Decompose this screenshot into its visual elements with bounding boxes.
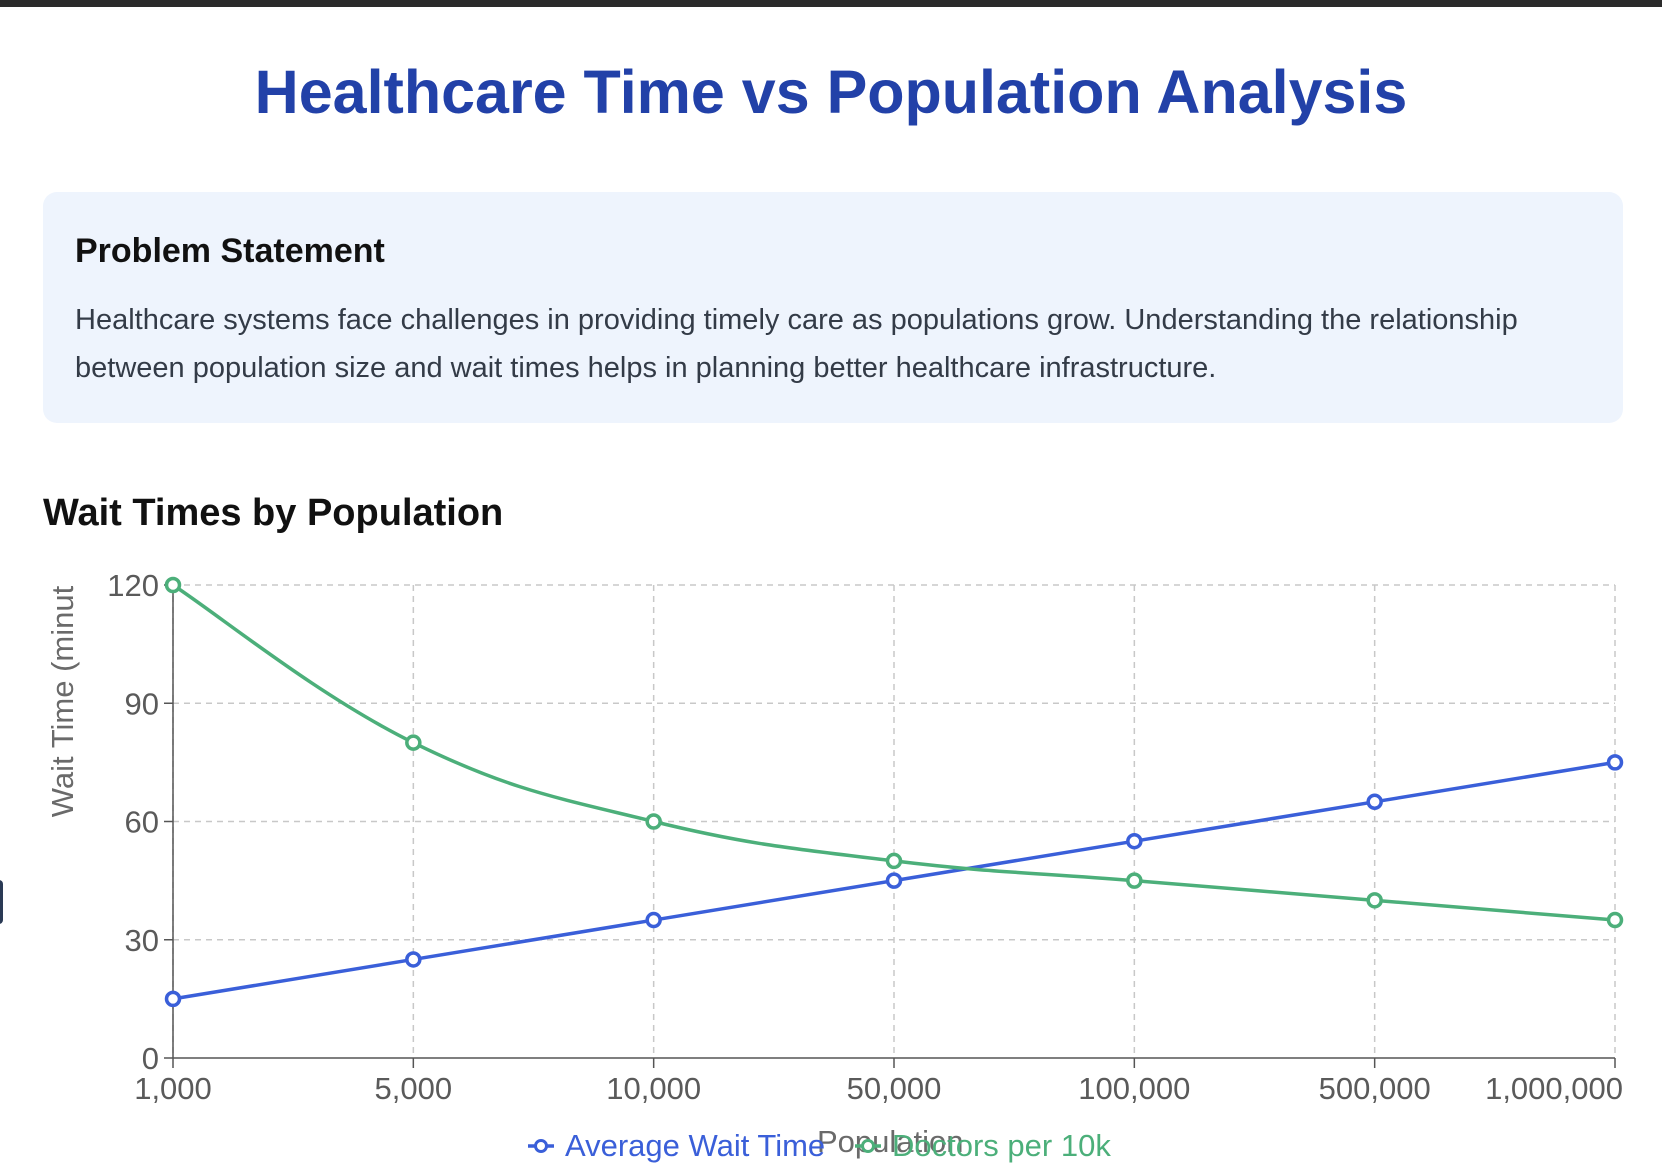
page-title: Healthcare Time vs Population Analysis — [254, 58, 1408, 126]
legend-marker-doctors-per-10k[interactable] — [861, 1139, 875, 1153]
data-point-average-wait-time[interactable] — [1606, 754, 1624, 771]
problem-statement-heading: Problem Statement — [75, 232, 385, 270]
y-axis-label: Wait Time (minut — [45, 585, 80, 817]
data-point-average-wait-time[interactable] — [1126, 832, 1143, 850]
data-point-doctors-per-10k[interactable] — [1126, 872, 1143, 889]
x-tick-label: 500,000 — [1319, 1071, 1431, 1106]
legend-label-doctors-per-10k[interactable]: Doctors per 10k — [892, 1128, 1111, 1163]
y-tick-label: 90 — [125, 686, 159, 721]
x-tick-label: 50,000 — [847, 1071, 942, 1106]
legend-label-average-wait-time[interactable]: Average Wait Time — [565, 1128, 825, 1163]
y-tick-label: 30 — [125, 923, 159, 958]
x-axis-label: Population — [817, 1124, 964, 1159]
data-point-average-wait-time[interactable] — [164, 990, 182, 1008]
x-tick-label: 100,000 — [1078, 1071, 1190, 1106]
window-top-bar — [0, 0, 1662, 7]
data-point-average-wait-time[interactable] — [405, 951, 422, 968]
data-point-doctors-per-10k[interactable] — [645, 813, 662, 830]
side-panel-handle[interactable] — [0, 880, 3, 924]
x-tick-label: 10,000 — [606, 1071, 701, 1106]
data-point-average-wait-time[interactable] — [1366, 793, 1383, 811]
y-tick-label: 120 — [107, 568, 159, 603]
y-tick-label: 60 — [125, 805, 159, 840]
problem-statement-text: Healthcare systems face challenges in pr… — [75, 304, 1518, 384]
y-tick-label: 0 — [142, 1041, 159, 1076]
x-tick-label: 5,000 — [375, 1071, 453, 1106]
data-point-average-wait-time[interactable] — [645, 911, 662, 929]
x-tick-label: 1,000 — [134, 1071, 212, 1106]
legend-marker-average-wait-time[interactable] — [534, 1139, 548, 1153]
data-point-average-wait-time[interactable] — [885, 872, 903, 889]
x-tick-label: 1,000,000 — [1485, 1071, 1623, 1106]
chart-title: Wait Times by Population — [43, 492, 504, 534]
data-point-doctors-per-10k[interactable] — [1606, 911, 1624, 929]
data-point-doctors-per-10k[interactable] — [885, 852, 903, 870]
problem-statement-card: Problem Statement Healthcare systems fac… — [43, 192, 1623, 423]
data-point-doctors-per-10k[interactable] — [405, 734, 422, 751]
data-point-doctors-per-10k[interactable] — [164, 576, 182, 594]
data-point-doctors-per-10k[interactable] — [1366, 892, 1383, 909]
